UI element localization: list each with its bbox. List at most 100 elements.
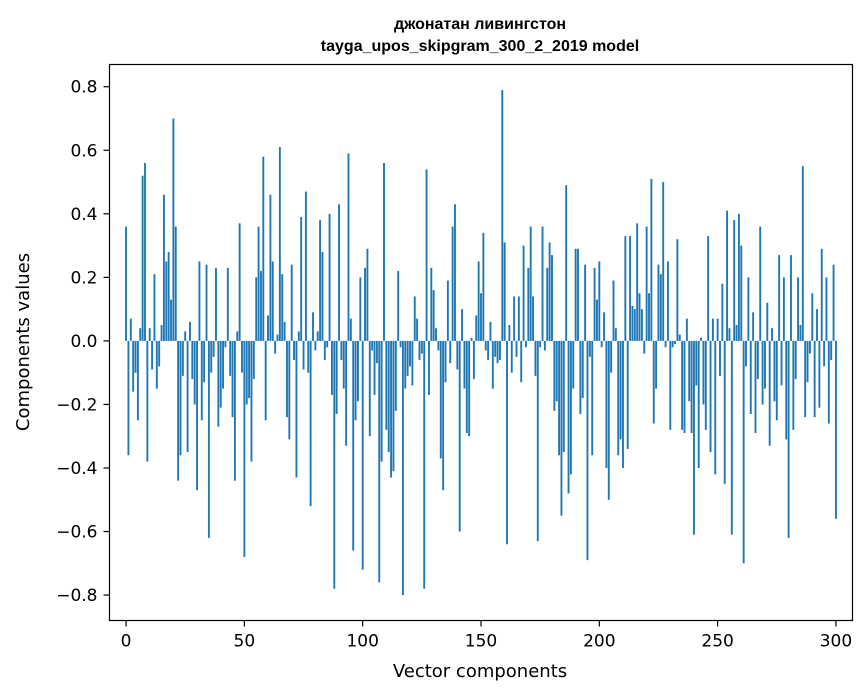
y-axis-label: Components values [13, 253, 34, 431]
bar-203 [605, 340, 608, 468]
bar-35 [207, 340, 210, 538]
bar-30 [196, 340, 198, 491]
bar-73 [297, 331, 300, 341]
bar-40 [219, 340, 222, 408]
bar-91 [340, 340, 343, 360]
bars-layer [125, 89, 837, 596]
bar-294 [820, 248, 823, 341]
bar-253 [723, 340, 726, 484]
bar-0 [125, 226, 128, 341]
bar-283 [794, 340, 797, 380]
bar-80 [314, 340, 317, 351]
x-tick-label: 250 [701, 632, 733, 652]
y-axis-ticks: −0.8 −0.6 −0.4 −0.2 0.0 0.2 0.4 0.6 0.8 [56, 78, 110, 606]
bar-23 [179, 340, 182, 456]
x-axis-ticks: 0 50 100 150 200 250 300 [121, 620, 852, 652]
x-tick-label: 50 [234, 632, 256, 652]
bar-158 [498, 340, 501, 360]
bar-21 [174, 226, 177, 341]
bar-20 [172, 118, 175, 341]
bar-161 [506, 340, 508, 545]
bar-9 [146, 340, 149, 462]
bar-266 [754, 340, 757, 434]
bar-295 [823, 340, 826, 367]
y-tick-label: 0.6 [70, 141, 97, 161]
bar-230 [669, 340, 672, 430]
bar-246 [707, 236, 710, 341]
bar-3 [132, 340, 135, 392]
bar-96 [352, 340, 355, 551]
bar-28 [191, 340, 194, 380]
bar-277 [780, 340, 783, 386]
y-tick-label: 0.2 [70, 268, 97, 288]
bar-151 [482, 232, 485, 341]
bar-153 [487, 340, 490, 360]
bar-69 [288, 340, 291, 440]
bar-171 [529, 226, 532, 341]
bar-185 [562, 340, 565, 453]
bar-290 [811, 293, 814, 341]
bar-79 [312, 312, 314, 341]
bar-137 [449, 340, 452, 364]
bar-100 [361, 340, 364, 570]
bar-64 [276, 334, 279, 341]
bar-222 [650, 178, 653, 341]
bar-300 [834, 340, 837, 519]
bar-205 [610, 340, 613, 373]
bar-33 [203, 340, 206, 383]
bar-116 [399, 340, 402, 348]
bar-90 [338, 204, 340, 341]
bar-250 [716, 318, 719, 341]
bar-239 [690, 340, 693, 434]
bar-25 [184, 331, 187, 341]
bar-51 [245, 340, 248, 405]
bar-147 [472, 340, 475, 380]
bar-120 [409, 340, 411, 367]
bar-173 [534, 340, 537, 376]
bar-63 [274, 340, 277, 354]
bar-105 [373, 340, 376, 395]
bar-118 [404, 340, 407, 389]
bar-160 [503, 242, 506, 341]
bar-152 [484, 340, 487, 351]
bar-214 [631, 305, 634, 341]
bar-172 [532, 296, 534, 341]
bar-59 [264, 340, 267, 421]
bar-149 [477, 261, 480, 341]
y-tick-label: −0.4 [56, 459, 97, 479]
bar-12 [153, 274, 156, 341]
bar-94 [347, 153, 350, 341]
bar-54 [252, 340, 255, 380]
bar-235 [681, 340, 684, 430]
bar-125 [420, 340, 423, 354]
bar-232 [674, 340, 676, 345]
bar-114 [394, 340, 397, 411]
bar-211 [624, 236, 627, 341]
bar-199 [596, 299, 598, 341]
bar-201 [600, 340, 603, 348]
bar-245 [704, 340, 707, 430]
bar-109 [383, 162, 385, 341]
bar-39 [217, 340, 220, 427]
bar-127 [425, 169, 428, 341]
bar-122 [413, 296, 416, 341]
bar-263 [747, 277, 750, 341]
bar-195 [586, 340, 589, 561]
bar-251 [719, 340, 721, 376]
bar-86 [328, 213, 331, 341]
bar-83 [321, 251, 324, 341]
bar-104 [371, 340, 374, 351]
y-tick-label: 0.4 [70, 205, 97, 225]
bar-268 [759, 226, 762, 341]
bar-237 [685, 318, 688, 341]
x-tick-label: 150 [465, 632, 497, 652]
bar-17 [165, 261, 168, 341]
bar-115 [397, 271, 400, 341]
bar-261 [742, 340, 745, 564]
bar-274 [773, 340, 776, 402]
bar-57 [259, 271, 262, 341]
bar-198 [593, 267, 596, 341]
bar-190 [574, 248, 577, 341]
